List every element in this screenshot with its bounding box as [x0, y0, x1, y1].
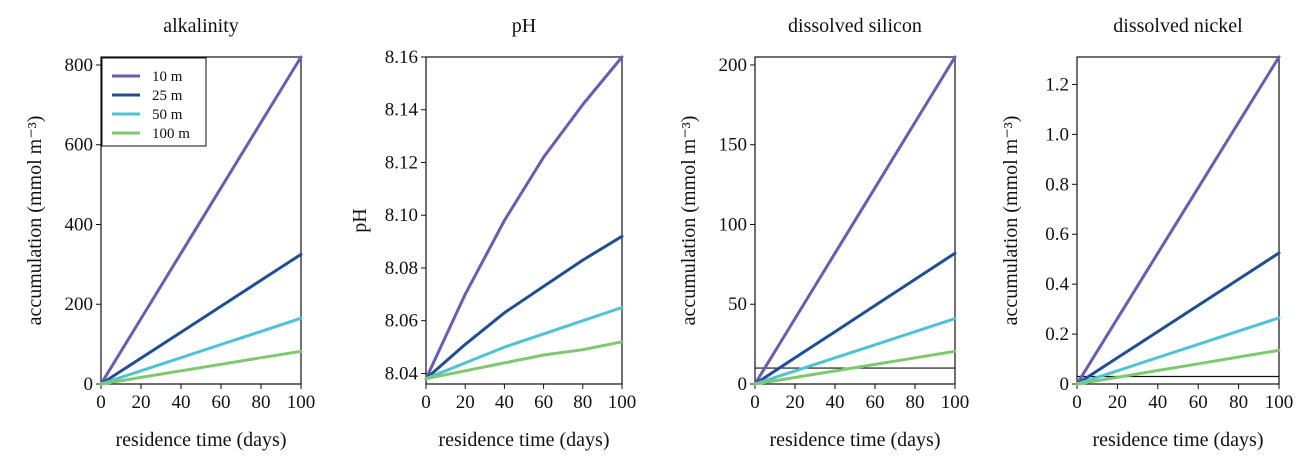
x-tick-label: 100	[1265, 392, 1294, 413]
x-tick-label: 80	[1229, 392, 1248, 413]
panel-3: dissolved silicon 0 20 40 60 80 100 0 50 100 150 20…	[678, 15, 969, 451]
y-tick-label: 8.14	[385, 100, 419, 121]
panel-1: alkalinity 0 20 40 60 80 100 0 200 400 600 800 resid…	[24, 15, 315, 451]
x-tick-label: 40	[1148, 392, 1167, 413]
legend-label: 100 m	[152, 126, 190, 142]
x-tick-label: 80	[252, 392, 271, 413]
x-tick-label: 100	[608, 392, 637, 413]
y-tick-label: 600	[65, 135, 94, 156]
x-axis-label: residence time (days)	[438, 429, 609, 451]
y-tick-label: 8.10	[385, 205, 418, 226]
x-tick-label: 0	[421, 392, 431, 413]
x-tick-label: 80	[573, 392, 592, 413]
series-line-25m	[753, 251, 957, 386]
y-tick-label: 8.06	[385, 311, 418, 332]
panel-title: alkalinity	[163, 15, 239, 37]
x-tick-label: 20	[456, 392, 475, 413]
x-tick-label: 40	[826, 392, 845, 413]
y-tick-label: 0.2	[1045, 324, 1069, 345]
panel-2: pH 0 20 40 60 80 100 8.04 8.06 8.08 8.10 8.12 8.14 8.…	[349, 15, 636, 451]
legend-box	[101, 57, 207, 147]
y-tick-label: 8.12	[385, 152, 418, 173]
series-line-100m	[753, 349, 957, 386]
series-line-10m	[99, 55, 303, 386]
x-tick-label: 80	[906, 392, 925, 413]
series-line-100m	[1075, 348, 1281, 386]
y-tick-label: 50	[728, 294, 747, 315]
legend-label: 25 m	[152, 88, 183, 104]
x-axis-label: residence time (days)	[769, 429, 940, 451]
panel-title: dissolved silicon	[788, 15, 922, 37]
y-axis-label: accumulation (mmol m⁻³)	[24, 116, 46, 326]
x-tick-label: 60	[866, 392, 885, 413]
y-tick-label: 8.08	[385, 258, 418, 279]
y-tick-label: 200	[65, 294, 94, 315]
y-tick-label: 1.0	[1045, 124, 1069, 145]
x-tick-label: 20	[1108, 392, 1127, 413]
series-line-100m	[99, 349, 303, 386]
y-tick-label: 0.8	[1045, 174, 1069, 195]
y-tick-label: 1.2	[1045, 74, 1069, 95]
x-tick-label: 40	[495, 392, 514, 413]
y-tick-label: 150	[719, 135, 748, 156]
x-tick-label: 40	[172, 392, 191, 413]
x-tick-label: 20	[132, 392, 151, 413]
panel-4: dissolved nickel 0 20 40 60 80 100 0 0.2 0.4 0.6 0.…	[1000, 15, 1293, 451]
x-axis-label: residence time (days)	[115, 429, 286, 451]
series-line-50m	[424, 306, 624, 381]
x-tick-label: 60	[212, 392, 231, 413]
plot-frame	[100, 56, 302, 385]
series-line-50m	[99, 316, 303, 386]
y-axis-label: accumulation (mmol m⁻³)	[1000, 116, 1022, 326]
series-line-50m	[753, 317, 957, 386]
panel-title: pH	[512, 15, 536, 37]
y-tick-label: 8.04	[385, 363, 419, 384]
series-line-10m	[1075, 55, 1281, 386]
x-tick-label: 60	[1189, 392, 1208, 413]
y-tick-label: 100	[719, 214, 748, 235]
y-tick-label: 0.6	[1045, 224, 1069, 245]
series-line-100m	[424, 340, 624, 381]
x-tick-label: 60	[534, 392, 553, 413]
plot-frame	[425, 56, 623, 385]
x-tick-label: 0	[750, 392, 760, 413]
y-tick-label: 8.16	[385, 47, 418, 68]
series-line-25m	[424, 234, 624, 381]
x-tick-label: 0	[96, 392, 106, 413]
x-tick-label: 20	[786, 392, 805, 413]
x-tick-label: 100	[287, 392, 316, 413]
series-line-25m	[1075, 251, 1281, 386]
y-axis-label: pH	[349, 208, 371, 232]
panel-title: dissolved nickel	[1113, 15, 1243, 37]
y-tick-label: 800	[65, 55, 94, 76]
y-tick-label: 0.4	[1045, 274, 1069, 295]
series-line-10m	[753, 55, 957, 386]
series-line-25m	[99, 252, 303, 386]
plot-frame	[1076, 56, 1280, 385]
plot-frame	[754, 56, 956, 385]
series-line-50m	[1075, 316, 1281, 386]
series-line-10m	[424, 55, 624, 381]
legend: 10 m 25 m 50 m 100 m	[101, 57, 207, 147]
y-tick-label: 0	[84, 374, 94, 395]
y-tick-label: 400	[65, 214, 94, 235]
y-tick-label: 0	[1060, 374, 1070, 395]
x-tick-label: 100	[941, 392, 970, 413]
x-axis-label: residence time (days)	[1092, 429, 1263, 451]
y-tick-label: 0	[738, 374, 748, 395]
legend-label: 50 m	[152, 107, 183, 123]
y-tick-label: 200	[719, 55, 748, 76]
legend-label: 10 m	[152, 69, 183, 85]
y-axis-label: accumulation (mmol m⁻³)	[678, 116, 700, 326]
x-tick-label: 0	[1072, 392, 1082, 413]
